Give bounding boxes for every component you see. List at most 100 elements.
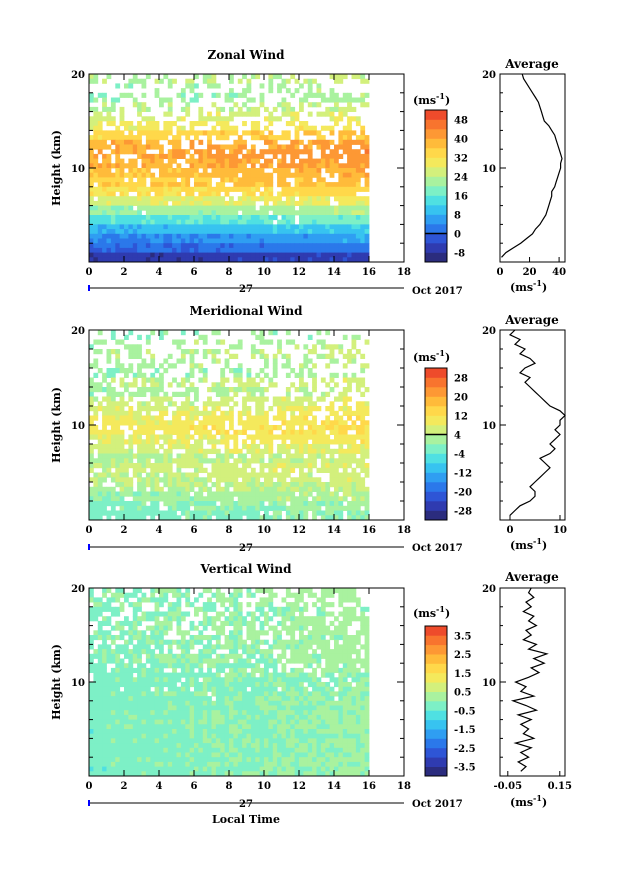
vertical-wind-heatmap-cell xyxy=(106,635,112,641)
zonal-wind-heatmap-cell xyxy=(132,257,138,262)
zonal-wind-heatmap-cell xyxy=(124,257,129,262)
meridional-wind-heatmap-cell xyxy=(351,482,357,488)
vertical-wind-heatmap-cell xyxy=(320,597,326,603)
meridional-wind-heatmap-cell xyxy=(229,467,234,473)
zonal-wind-heatmap-cell xyxy=(255,186,261,192)
meridional-wind-heatmap-cell xyxy=(93,387,99,393)
zonal-wind-heatmap-cell xyxy=(272,106,278,112)
vertical-wind-heatmap-cell xyxy=(312,592,317,598)
zonal-wind-heatmap-cell xyxy=(294,88,300,94)
zonal-wind-heatmap-cell xyxy=(299,121,304,127)
meridional-wind-heatmap-cell xyxy=(128,444,134,450)
zonal-wind-heatmap-cell xyxy=(316,224,322,230)
meridional-wind-heatmap-cell xyxy=(145,453,151,459)
zonal-wind-heatmap-cell xyxy=(128,243,134,249)
vertical-wind-heatmap-cell xyxy=(180,592,186,598)
vertical-wind-heatmap-cell xyxy=(299,588,304,594)
meridional-wind-heatmap-cell xyxy=(220,372,226,378)
meridional-wind-heatmap-cell xyxy=(338,391,344,397)
vertical-wind-heatmap-cell xyxy=(294,602,300,608)
zonal-wind-heatmap-cell xyxy=(246,243,252,249)
meridional-wind-heatmap-cell xyxy=(272,330,278,336)
meridional-wind-heatmap-cell xyxy=(106,349,112,355)
vertical-wind-heatmap-cell xyxy=(198,682,204,688)
vertical-wind-heatmap-cell xyxy=(294,658,300,664)
zonal-wind-heatmap-cell xyxy=(163,130,169,136)
vertical-wind-heatmap-cell xyxy=(250,667,256,673)
vertical-wind-heatmap-cell xyxy=(132,653,138,659)
meridional-wind-heatmap-cell xyxy=(312,477,317,483)
meridional-wind-colorbar-band xyxy=(425,501,447,511)
vertical-wind-heatmap-cell xyxy=(172,667,177,673)
zonal-wind-heatmap-cell xyxy=(277,233,282,239)
vertical-wind-heatmap-cell xyxy=(185,653,191,659)
zonal-wind-heatmap-cell xyxy=(102,130,107,136)
zonal-wind-heatmap-cell xyxy=(189,168,195,174)
zonal-wind-heatmap-cell xyxy=(198,205,204,211)
zonal-wind-heatmap-cell xyxy=(172,78,177,84)
vertical-wind-heatmap-cell xyxy=(215,639,221,645)
zonal-wind-heatmap-cell xyxy=(202,229,208,235)
vertical-wind-heatmap-cell xyxy=(211,616,217,622)
meridional-wind-heatmap-cell xyxy=(338,420,344,426)
zonal-wind-heatmap-cell xyxy=(137,153,142,159)
meridional-wind-heatmap-cell xyxy=(250,349,256,355)
meridional-wind-heatmap-cell xyxy=(132,463,138,469)
vertical-wind-heatmap-cell xyxy=(167,672,173,678)
vertical-wind-heatmap-cell xyxy=(242,663,247,669)
vertical-wind-heatmap-cell xyxy=(334,691,339,697)
meridional-wind-heatmap-cell xyxy=(159,330,164,336)
meridional-wind-heatmap-cell xyxy=(229,501,234,507)
zonal-wind-heatmap-cell xyxy=(93,247,99,253)
vertical-wind-heatmap-cell xyxy=(242,677,247,683)
zonal-wind-heatmap-cell xyxy=(329,130,335,136)
zonal-wind-heatmap-cell xyxy=(115,233,121,239)
zonal-wind-heatmap-cell xyxy=(229,116,234,122)
meridional-wind-heatmap-cell xyxy=(97,482,103,488)
meridional-wind-heatmap-cell xyxy=(264,439,269,445)
zonal-wind-heatmap-cell xyxy=(97,125,103,131)
zonal-wind-heatmap-cell xyxy=(342,210,348,216)
zonal-wind-heatmap-cell xyxy=(141,78,147,84)
vertical-wind-heatmap-cell xyxy=(233,691,239,697)
meridional-wind-heatmap-cell xyxy=(303,410,309,416)
meridional-wind-heatmap-cell xyxy=(119,510,125,516)
zonal-wind-heatmap-cell xyxy=(272,224,278,230)
zonal-wind-heatmap-cell xyxy=(299,172,304,178)
meridional-wind-heatmap-cell xyxy=(106,439,112,445)
zonal-wind-heatmap-cell xyxy=(307,191,313,197)
zonal-wind-heatmap-cell xyxy=(320,149,326,155)
vertical-wind-heatmap-cell xyxy=(272,639,278,645)
zonal-wind-heatmap-cell xyxy=(211,83,217,89)
meridional-wind-heatmap-cell xyxy=(351,515,357,520)
zonal-wind-heatmap-cell xyxy=(312,229,317,235)
meridional-wind-heatmap-cell xyxy=(303,491,309,497)
meridional-wind-heatmap-cell xyxy=(347,425,352,431)
meridional-wind-heatmap-cell xyxy=(342,482,348,488)
meridional-wind-heatmap-cell xyxy=(215,439,221,445)
vertical-wind-heatmap-cell xyxy=(290,667,296,673)
zonal-wind-heatmap-cell xyxy=(312,200,317,206)
zonal-wind-heatmap-cell xyxy=(172,172,177,178)
meridional-wind-heatmap-cell xyxy=(220,501,226,507)
vertical-wind-heatmap-cell xyxy=(154,677,160,683)
meridional-wind-heatmap-cell xyxy=(250,444,256,450)
vertical-wind-heatmap-cell xyxy=(207,682,212,688)
zonal-wind-heatmap-cell xyxy=(141,144,147,150)
vertical-wind-heatmap-cell xyxy=(137,588,142,594)
meridional-wind-heatmap-cell xyxy=(119,363,125,369)
zonal-wind-heatmap-cell xyxy=(106,74,112,80)
zonal-wind-heatmap-cell xyxy=(202,252,208,258)
meridional-wind-heatmap-cell xyxy=(180,377,186,383)
vertical-wind-heatmap-cell xyxy=(259,691,265,697)
vertical-wind-heatmap-cell xyxy=(242,616,247,622)
zonal-wind-heatmap-cell xyxy=(229,153,234,159)
meridional-wind-heatmap-cell xyxy=(242,482,247,488)
zonal-wind-heatmap-cell xyxy=(163,224,169,230)
zonal-wind-heatmap-cell xyxy=(255,243,261,249)
vertical-wind-heatmap-cell xyxy=(325,672,331,678)
zonal-wind-colorbar-band xyxy=(425,119,447,130)
zonal-wind-heatmap-cell xyxy=(189,233,195,239)
zonal-wind-heatmap-cell xyxy=(97,243,103,249)
zonal-wind-heatmap-cell xyxy=(102,163,107,169)
